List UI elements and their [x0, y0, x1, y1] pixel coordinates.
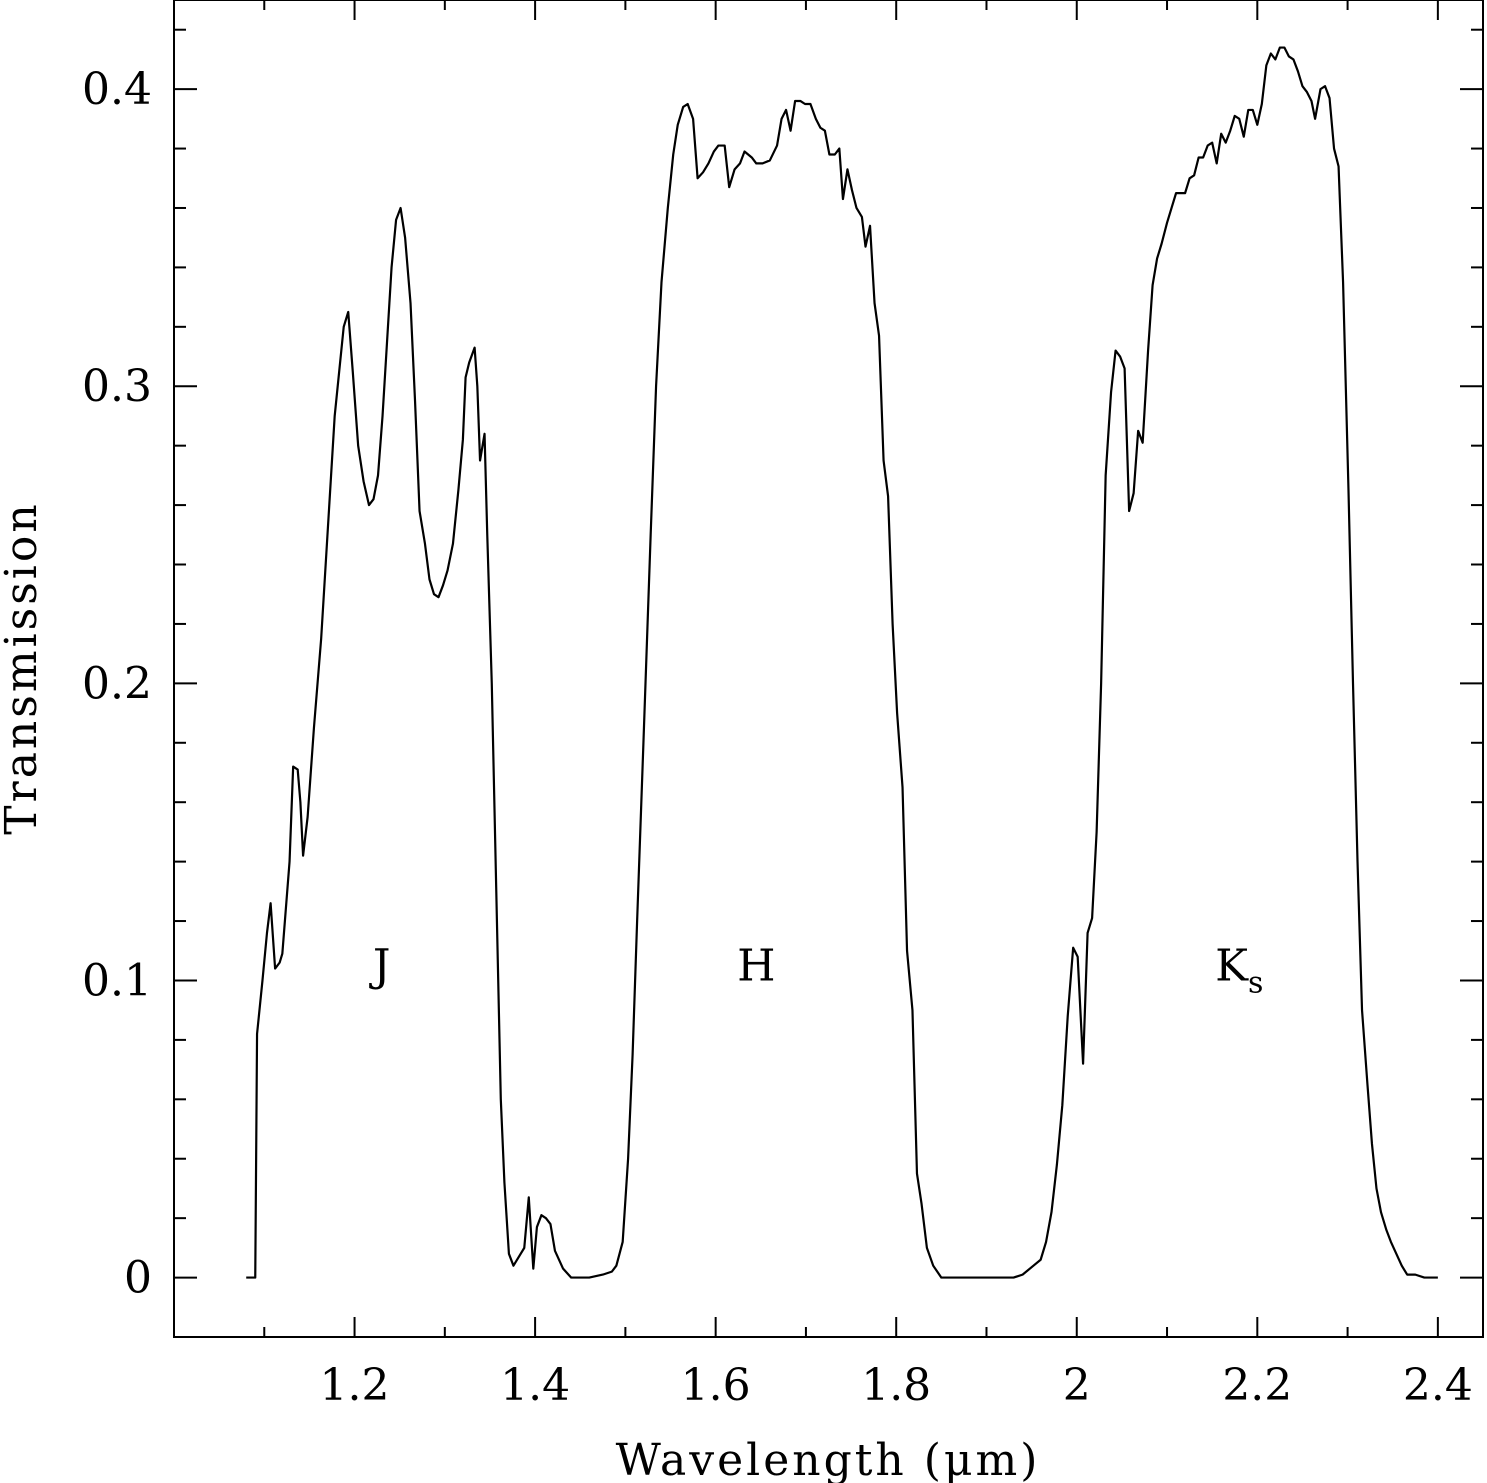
axis-ticks [173, 0, 1483, 1338]
y-axis-label: Transmission [0, 501, 47, 834]
x-tick-label: 2.4 [1403, 1360, 1473, 1411]
band-label-subscript: s [1248, 965, 1263, 1000]
x-tick-label: 2.2 [1222, 1360, 1292, 1411]
x-tick-label: 1.6 [681, 1360, 751, 1411]
band-label-j: J [369, 940, 391, 991]
x-tick-label: 1.2 [320, 1360, 390, 1411]
band-annotations: J H Ks [369, 940, 1264, 1000]
y-tick-label: 0.4 [82, 64, 152, 115]
y-tick-label: 0 [124, 1253, 152, 1304]
x-tick-label: 1.8 [861, 1360, 931, 1411]
y-tick-label: 0.1 [82, 955, 152, 1006]
x-tick-label: 2 [1063, 1360, 1091, 1411]
band-label-h: H [737, 940, 775, 991]
y-tick-label: 0.2 [82, 658, 152, 709]
y-tick-label: 0.3 [82, 361, 152, 412]
band-label-ks: Ks [1215, 940, 1263, 1000]
x-tick-label: 1.4 [500, 1360, 570, 1411]
transmission-curve [246, 46, 1438, 1279]
y-tick-labels: 0 0.1 0.2 0.3 0.4 [82, 64, 152, 1303]
x-axis-label: Wavelength (μm) [616, 1435, 1041, 1483]
plot-frame [173, 0, 1484, 1338]
x-tick-labels: 1.2 1.4 1.6 1.8 2 2.2 2.4 [320, 1360, 1473, 1411]
